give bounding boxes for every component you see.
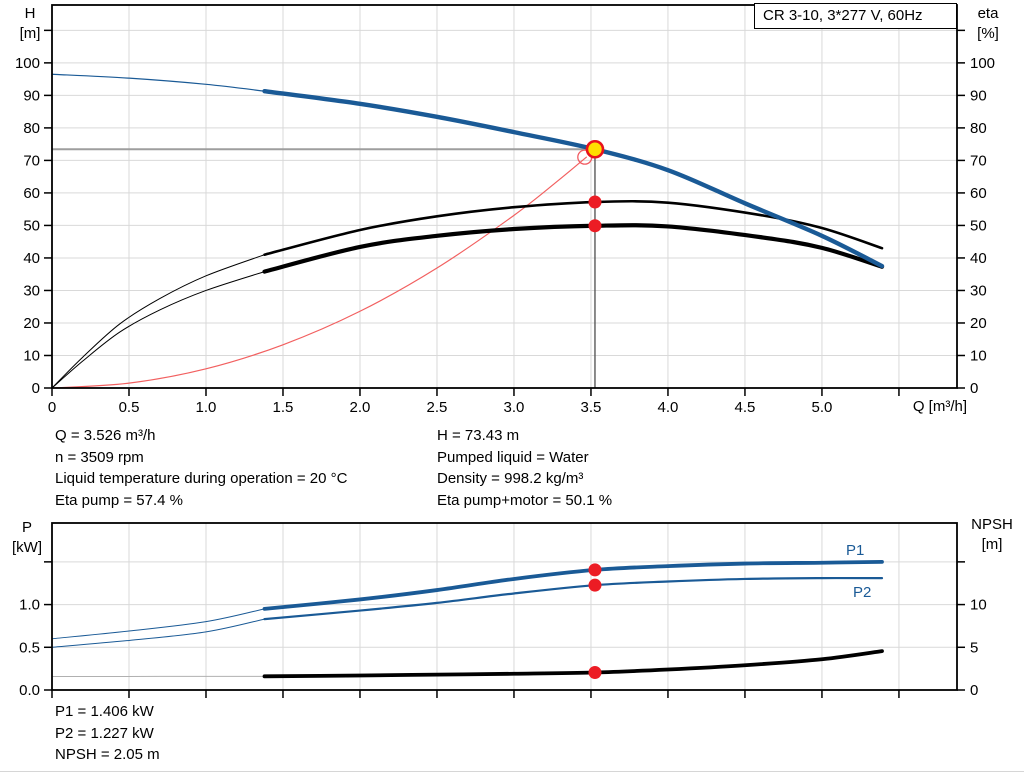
- duty-marker-dot: [588, 578, 602, 592]
- svg-text:30: 30: [970, 282, 987, 299]
- readout-h: H = 73.43 m: [437, 427, 520, 444]
- svg-text:0.5: 0.5: [119, 399, 140, 416]
- eta-axis-unit: [%]: [977, 25, 999, 42]
- eta-pump-motor-curve-extrapolated: [51, 271, 265, 389]
- axis-ticks: [44, 29, 965, 396]
- readout-n: n = 3509 rpm: [55, 448, 144, 466]
- svg-text:30: 30: [23, 282, 40, 299]
- h-axis-unit: [m]: [19, 25, 41, 42]
- svg-text:5: 5: [970, 639, 978, 656]
- system-curve: [51, 156, 587, 389]
- duty-readout-right: H = 73.43 m Pumped liquid = Water Densit…: [437, 425, 612, 511]
- svg-text:50: 50: [23, 217, 40, 234]
- hq-eta-chart-canvas: 0 10 20 30 40 50 60 70 80 90 100 0 10 20 30 40 50 60 70 80 9…: [15, 4, 995, 416]
- plot-frame: [51, 522, 958, 691]
- axis-tick-labels: 0 10 20 30 40 50 60 70 80 90 100 0 10 20 30 40 50 60 70 80 9…: [15, 55, 995, 416]
- svg-text:2.5: 2.5: [427, 399, 448, 416]
- p-axis-symbol: P: [21, 519, 32, 536]
- svg-text:4.0: 4.0: [658, 399, 679, 416]
- svg-text:1.0: 1.0: [19, 597, 40, 614]
- svg-text:60: 60: [970, 185, 987, 202]
- svg-text:80: 80: [23, 120, 40, 137]
- p1-series-label: P1: [846, 542, 865, 559]
- npsh-axis-symbol: NPSH: [971, 516, 1013, 533]
- h-axis-label: H [m]: [8, 4, 52, 44]
- svg-text:40: 40: [970, 250, 987, 267]
- svg-text:80: 80: [970, 120, 987, 137]
- svg-text:5.0: 5.0: [812, 399, 833, 416]
- duty-marker-dot: [588, 665, 602, 679]
- svg-text:1.5: 1.5: [273, 399, 294, 416]
- duty-marker-dot: [588, 563, 602, 577]
- svg-text:1.0: 1.0: [196, 399, 217, 416]
- svg-text:70: 70: [970, 152, 987, 169]
- p1-curve: [262, 559, 884, 611]
- eta-axis-symbol: eta: [977, 5, 999, 22]
- hq-curve-extrapolated: [51, 73, 265, 92]
- svg-text:20: 20: [23, 315, 40, 332]
- operating-point[interactable]: [585, 139, 605, 159]
- duty-readout-left: Q = 3.526 m³/h n = 3509 rpm Liquid tempe…: [55, 425, 347, 511]
- svg-text:0: 0: [970, 380, 978, 397]
- svg-text:90: 90: [23, 87, 40, 104]
- svg-text:60: 60: [23, 185, 40, 202]
- svg-text:90: 90: [970, 87, 987, 104]
- duty-marker-dot: [588, 219, 602, 233]
- svg-text:3.0: 3.0: [504, 399, 525, 416]
- eta-pump-motor-curve: [262, 223, 885, 274]
- bottom-divider: [0, 771, 1024, 772]
- svg-text:3.5: 3.5: [581, 399, 602, 416]
- p-axis-unit: [kW]: [12, 539, 42, 556]
- svg-text:4.5: 4.5: [735, 399, 756, 416]
- plot-frame: [51, 4, 958, 389]
- svg-text:2.0: 2.0: [350, 399, 371, 416]
- readout-density: Density = 998.2 kg/m³: [437, 470, 584, 487]
- p2-curve-extrapolated: [51, 618, 265, 648]
- readout-p1: P1 = 1.406 kW: [55, 703, 154, 720]
- gridlines: [52, 5, 957, 388]
- svg-text:70: 70: [23, 152, 40, 169]
- readout-npsh: NPSH = 2.05 m: [55, 746, 160, 763]
- eta-pump-curve-extrapolated: [51, 254, 265, 389]
- readout-liquid-temp: Liquid temperature during operation = 20…: [55, 470, 348, 487]
- svg-text:0.5: 0.5: [19, 639, 40, 656]
- power-readout: P1 = 1.406 kW P2 = 1.227 kW NPSH = 2.05 …: [55, 701, 160, 766]
- readout-eta-pump-motor: Eta pump+motor = 50.1 %: [437, 491, 613, 509]
- svg-text:10: 10: [970, 347, 987, 364]
- p2-series-label: P2: [853, 584, 872, 601]
- svg-text:0: 0: [32, 380, 40, 397]
- svg-text:0: 0: [970, 682, 978, 699]
- readout-eta-pump: Eta pump = 57.4 %: [55, 491, 183, 509]
- npsh-axis-label: NPSH [m]: [962, 515, 1022, 555]
- svg-text:10: 10: [23, 347, 40, 364]
- readout-pumped-liquid: Pumped liquid = Water: [437, 448, 589, 466]
- h-axis-symbol: H: [24, 5, 36, 22]
- svg-text:20: 20: [970, 315, 987, 332]
- eta-axis-label: eta [%]: [964, 4, 1012, 44]
- duty-marker-dot: [588, 195, 602, 209]
- readout-q: Q = 3.526 m³/h: [55, 427, 156, 444]
- gridlines: [52, 523, 957, 690]
- svg-text:0: 0: [48, 399, 56, 416]
- p-axis-label: P [kW]: [4, 518, 50, 558]
- q-axis-label: Q [m³/h]: [912, 398, 967, 415]
- svg-text:10: 10: [970, 597, 987, 614]
- readout-p2: P2 = 1.227 kW: [55, 724, 154, 742]
- svg-text:40: 40: [23, 250, 40, 267]
- p1-curve-extrapolated: [51, 608, 265, 640]
- svg-text:100: 100: [15, 55, 40, 72]
- pump-model-title-box: CR 3-10, 3*277 V, 60Hz: [754, 3, 957, 29]
- svg-text:50: 50: [970, 217, 987, 234]
- axis-tick-labels: 0.0 0.5 1.0 0 5 10: [19, 597, 987, 699]
- p-npsh-chart-canvas: 0.0 0.5 1.0 0 5 10: [19, 522, 987, 699]
- svg-text:100: 100: [970, 55, 995, 72]
- svg-text:0.0: 0.0: [19, 682, 40, 699]
- npsh-curve: [262, 649, 884, 679]
- npsh-axis-unit: [m]: [981, 536, 1003, 553]
- axis-ticks: [44, 561, 965, 698]
